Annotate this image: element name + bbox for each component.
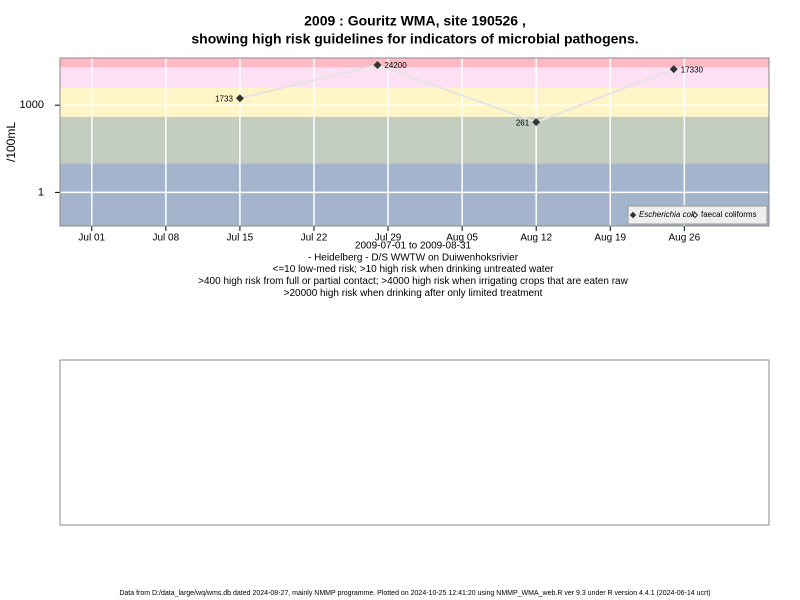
x-tick-label: Jul 15 bbox=[227, 233, 254, 244]
legend-label: faecal coliforms bbox=[701, 210, 757, 219]
data-point bbox=[532, 118, 541, 127]
x-tick-label: Jul 01 bbox=[78, 233, 105, 244]
legend-marker bbox=[629, 211, 637, 219]
chart-title: showing high risk guidelines for indicat… bbox=[191, 31, 638, 47]
y-tick-label: 1 bbox=[38, 186, 44, 198]
x-tick-label: Jul 22 bbox=[301, 233, 328, 244]
note: 2009-07-01 to 2009-08-31 bbox=[355, 241, 472, 252]
risk-band bbox=[60, 116, 769, 164]
data-label: 261 bbox=[516, 118, 530, 127]
chart-title: 2009 : Gouritz WMA, site 190526 , bbox=[304, 13, 526, 29]
legend: Escherichia coli faecal coliforms bbox=[627, 205, 768, 225]
x-tick-label: Aug 19 bbox=[594, 233, 626, 244]
y-axis-label: /100mL bbox=[4, 122, 18, 162]
legend-marker bbox=[691, 211, 699, 219]
series-line bbox=[239, 63, 675, 124]
data-point bbox=[669, 65, 678, 74]
risk-band bbox=[60, 87, 769, 117]
data-point bbox=[235, 94, 244, 103]
data-label: 1733 bbox=[215, 94, 233, 103]
note: - Heidelberg - D/S WWTW on Duiwenhoksriv… bbox=[308, 252, 519, 263]
x-tick-label: Jul 08 bbox=[152, 233, 179, 244]
note: >400 high risk from full or partial cont… bbox=[198, 276, 628, 287]
data-label: 24200 bbox=[384, 61, 407, 70]
x-tick-label: Jul 29 bbox=[375, 233, 402, 244]
x-tick-label: Aug 05 bbox=[446, 233, 478, 244]
x-tick-label: Aug 12 bbox=[520, 233, 552, 244]
footer: Data from D:/data_large/wq/wms.db dated … bbox=[119, 590, 710, 597]
note: <=10 low-med risk; >10 high risk when dr… bbox=[273, 264, 555, 275]
risk-band bbox=[60, 58, 769, 68]
empty-panel bbox=[59, 359, 770, 526]
data-label: 17330 bbox=[681, 65, 704, 74]
data-point bbox=[373, 60, 382, 69]
x-tick-label: Aug 26 bbox=[668, 233, 700, 244]
legend-label: Escherichia coli bbox=[639, 210, 695, 219]
note: >20000 high risk when drinking after onl… bbox=[284, 288, 543, 299]
y-tick-label: 1000 bbox=[20, 99, 44, 111]
plot-border bbox=[59, 57, 770, 227]
